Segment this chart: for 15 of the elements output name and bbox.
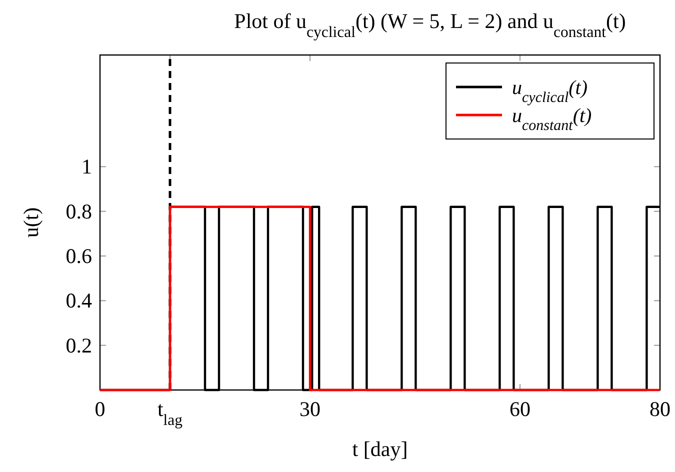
y-tick-label: 0.4	[66, 288, 92, 313]
legend-label: u$_{constant}$(t)	[512, 105, 592, 134]
x-tick-label: 80	[650, 397, 670, 421]
x-tick-label: t$_{lag}$	[157, 397, 183, 428]
y-tick-label: 0.8	[66, 199, 92, 224]
x-axis-title: t [day]	[352, 437, 408, 461]
y-tick-label: 0.6	[66, 244, 92, 268]
x-tick-label: 60	[510, 397, 530, 421]
y-tick-label: 0.2	[66, 333, 92, 358]
y-tick-label: 1	[82, 154, 92, 179]
y-axis-title: u(t)	[19, 207, 43, 238]
x-tick-label: 30	[300, 397, 320, 421]
x-tick-label: 0	[94, 397, 106, 421]
chart-title: Plot of u$_{cyclical}$(t) (W = 5, L = 2) and u$_{constant}$(t)	[234, 9, 626, 40]
legend-label: u$_{cyclical}$(t)	[512, 77, 588, 106]
